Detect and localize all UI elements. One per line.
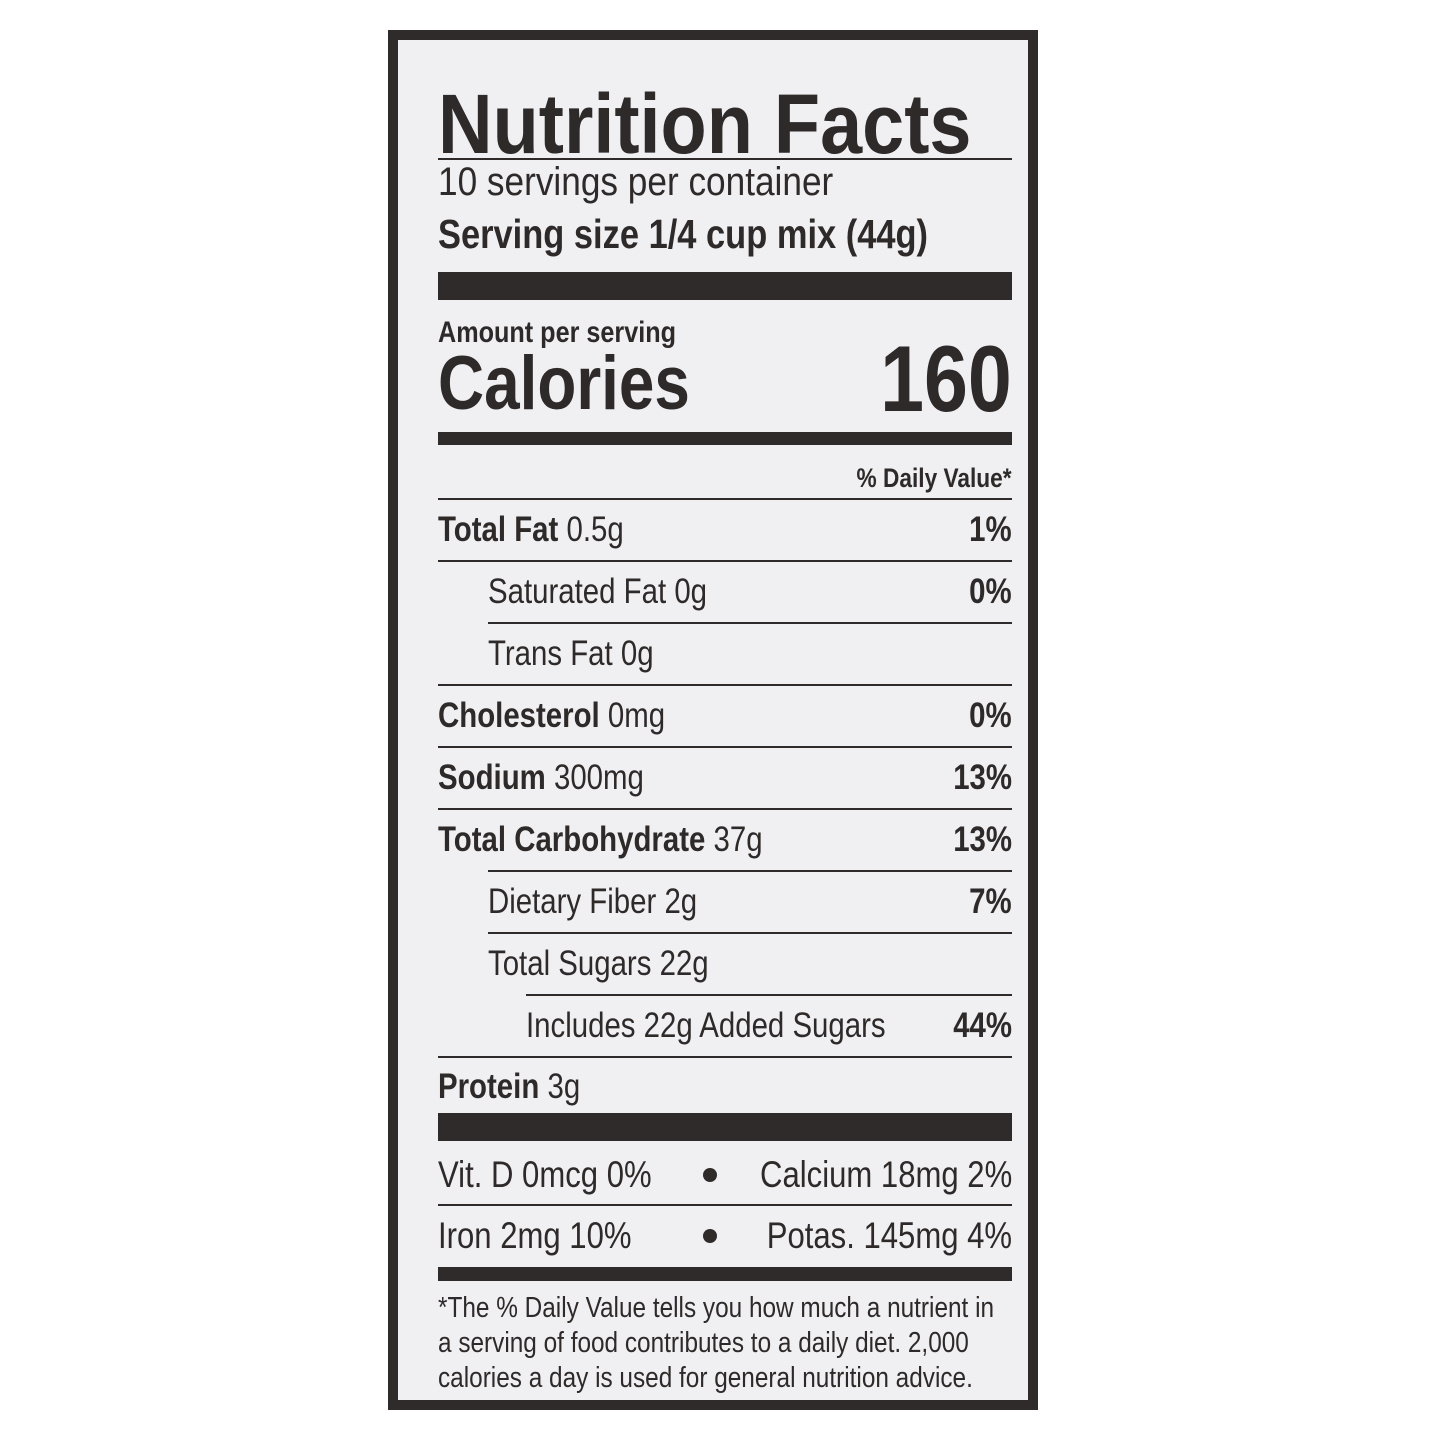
nutrient-dv: 0% bbox=[969, 696, 1012, 735]
thick-divider bbox=[438, 1113, 1012, 1141]
nutrient-amount: 0g bbox=[674, 572, 708, 611]
nutrient-dv: 13% bbox=[953, 758, 1012, 797]
servings-per-container: 10 servings per container bbox=[438, 160, 834, 204]
nutrient-amount: 0g bbox=[620, 634, 654, 673]
title-divider bbox=[438, 158, 1012, 160]
row-divider bbox=[488, 870, 1012, 872]
nutrient-name: Cholesterol bbox=[438, 696, 600, 735]
thick-divider bbox=[438, 272, 1012, 300]
nutrient-amount: 2g bbox=[664, 882, 698, 921]
row-divider bbox=[438, 560, 1012, 562]
nutrient-dv: 0% bbox=[969, 572, 1012, 611]
row-divider bbox=[438, 684, 1012, 686]
nutrient-amount: 300mg bbox=[553, 758, 644, 797]
nutrient-name: Protein bbox=[438, 1067, 540, 1106]
nutrient-name: Includes 22g Added Sugars bbox=[526, 1006, 886, 1045]
nutrient-dv: 1% bbox=[969, 510, 1012, 549]
footnote-line: calories a day is used for general nutri… bbox=[438, 1362, 973, 1394]
bullet-icon bbox=[703, 1168, 717, 1182]
row-divider bbox=[438, 808, 1012, 810]
nutrient-name: Sodium bbox=[438, 758, 546, 797]
nutrient-amount: 37g bbox=[713, 820, 763, 859]
nutrition-facts-panel: Nutrition Facts 10 servings per containe… bbox=[388, 30, 1038, 1410]
row-divider bbox=[488, 622, 1012, 624]
nutrient-amount: 0.5g bbox=[566, 510, 624, 549]
calories-label: Calories bbox=[438, 341, 690, 426]
nutrient-dv: 7% bbox=[969, 882, 1012, 921]
row-divider bbox=[438, 498, 1012, 500]
medium-divider bbox=[438, 432, 1012, 445]
nutrient-name: Dietary Fiber bbox=[488, 882, 657, 921]
thick-divider bbox=[438, 1267, 1012, 1281]
nutrient-name: Total Sugars bbox=[488, 944, 652, 983]
row-divider bbox=[438, 1204, 1012, 1206]
row-divider bbox=[488, 932, 1012, 934]
nutrient-name: Total Carbohydrate bbox=[438, 820, 706, 859]
label-title: Nutrition Facts bbox=[438, 77, 972, 171]
nutrient-amount: 22g bbox=[659, 944, 709, 983]
footnote-line: *The % Daily Value tells you how much a … bbox=[438, 1292, 995, 1324]
row-divider bbox=[438, 1056, 1012, 1058]
serving-size-value: 1/4 cup mix (44g) bbox=[648, 211, 929, 257]
nutrient-amount: 3g bbox=[547, 1067, 581, 1106]
serving-size-label: Serving size bbox=[438, 211, 639, 257]
daily-value-header: % Daily Value* bbox=[856, 463, 1012, 493]
footnote-line: a serving of food contributes to a daily… bbox=[438, 1327, 969, 1359]
nutrient-name: Saturated Fat bbox=[488, 572, 667, 611]
vitamin-d: Vit. D 0mcg 0% bbox=[438, 1154, 652, 1195]
nutrient-name: Trans Fat bbox=[488, 634, 613, 673]
nutrient-dv: 44% bbox=[953, 1006, 1012, 1045]
row-divider bbox=[526, 994, 1012, 996]
potassium: Potas. 145mg 4% bbox=[766, 1215, 1012, 1256]
iron: Iron 2mg 10% bbox=[438, 1215, 632, 1256]
row-divider bbox=[438, 746, 1012, 748]
bullet-icon bbox=[703, 1229, 717, 1243]
nutrient-name: Total Fat bbox=[438, 510, 559, 549]
nutrient-dv: 13% bbox=[953, 820, 1012, 859]
calories-value: 160 bbox=[880, 326, 1012, 431]
serving-size: Serving size 1/4 cup mix (44g) bbox=[438, 214, 928, 255]
nutrient-amount: 0mg bbox=[607, 696, 666, 735]
amount-per-serving: Amount per serving bbox=[438, 316, 677, 349]
calcium: Calcium 18mg 2% bbox=[759, 1154, 1012, 1195]
